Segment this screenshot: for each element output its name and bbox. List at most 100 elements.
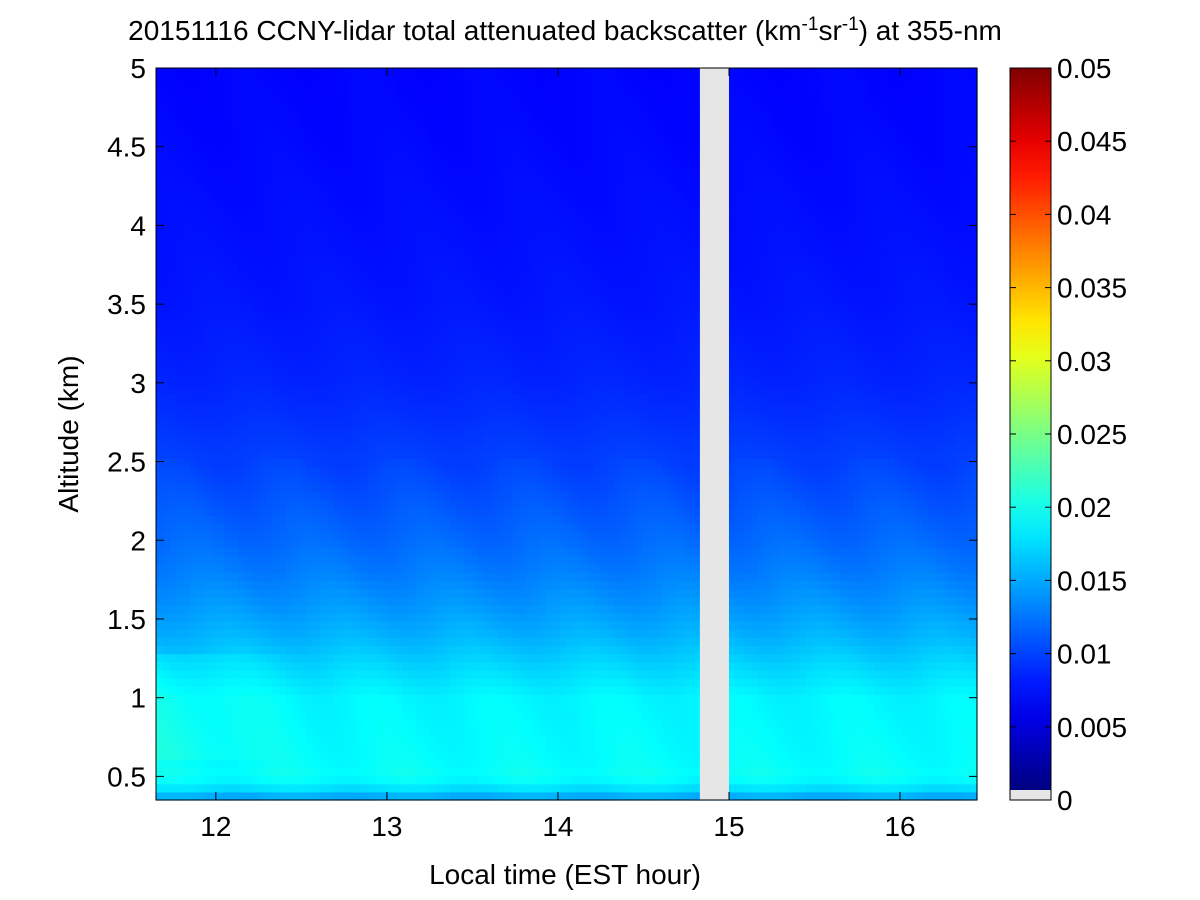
- heatmap-cell: [443, 417, 451, 427]
- heatmap-cell: [279, 401, 287, 411]
- heatmap-cell: [320, 360, 328, 370]
- heatmap-cell: [429, 100, 438, 110]
- heatmap-cell: [190, 547, 198, 557]
- heatmap-cell: [415, 124, 424, 134]
- heatmap-cell: [477, 515, 485, 525]
- heatmap-cell: [443, 352, 451, 362]
- heatmap-cell: [203, 116, 212, 126]
- heatmap-cell: [197, 417, 205, 427]
- heatmap-cell: [422, 84, 431, 93]
- heatmap-cell: [292, 190, 301, 199]
- heatmap-cell: [190, 775, 198, 785]
- heatmap-cell: [333, 165, 342, 175]
- heatmap-cell: [162, 344, 171, 354]
- heatmap-cell: [224, 108, 232, 118]
- heatmap-cell: [203, 336, 212, 346]
- heatmap-cell: [409, 791, 417, 801]
- heatmap-cell: [292, 124, 301, 134]
- heatmap-cell: [361, 694, 369, 703]
- heatmap-cell: [251, 133, 260, 142]
- heatmap-cell: [210, 295, 219, 305]
- heatmap-cell: [258, 564, 267, 573]
- heatmap-cell: [190, 482, 198, 492]
- heatmap-cell: [251, 564, 260, 573]
- heatmap-cell: [422, 108, 431, 118]
- heatmap-cell: [368, 450, 376, 459]
- heatmap-cell: [272, 661, 280, 671]
- heatmap-cell: [244, 206, 253, 215]
- heatmap-cell: [422, 507, 431, 516]
- heatmap-cell: [457, 661, 465, 671]
- heatmap-cell: [402, 133, 410, 142]
- heatmap-cell: [518, 279, 527, 289]
- heatmap-cell: [279, 702, 287, 712]
- heatmap-cell: [491, 751, 499, 760]
- heatmap-cell: [470, 710, 479, 720]
- heatmap-cell: [265, 222, 273, 232]
- heatmap-cell: [518, 751, 527, 760]
- heatmap-cell: [231, 84, 239, 93]
- heatmap-cell: [190, 612, 198, 622]
- heatmap-cell: [251, 238, 260, 248]
- heatmap-cell: [443, 564, 451, 573]
- heatmap-cell: [224, 499, 232, 508]
- heatmap-cell: [279, 84, 287, 93]
- heatmap-cell: [422, 68, 431, 77]
- heatmap-cell: [368, 556, 376, 565]
- heatmap-cell: [518, 669, 527, 679]
- heatmap-cell: [395, 409, 403, 419]
- heatmap-cell: [504, 222, 513, 232]
- heatmap-cell: [340, 580, 349, 590]
- heatmap-cell: [320, 572, 328, 581]
- heatmap-cell: [361, 653, 369, 663]
- heatmap-cell: [491, 515, 499, 525]
- heatmap-cell: [272, 222, 280, 232]
- heatmap-cell: [313, 409, 321, 419]
- heatmap-cell: [169, 206, 178, 215]
- heatmap-cell: [320, 312, 328, 321]
- heatmap-cell: [436, 246, 444, 256]
- heatmap-cell: [511, 588, 520, 598]
- heatmap-cell: [395, 499, 403, 508]
- heatmap-cell: [272, 92, 280, 102]
- heatmap-cell: [340, 759, 349, 769]
- heatmap-cell: [265, 377, 273, 386]
- heatmap-cell: [279, 678, 287, 687]
- heatmap-cell: [183, 409, 191, 419]
- heatmap-cell: [504, 401, 513, 411]
- heatmap-cell: [491, 580, 499, 590]
- heatmap-cell: [183, 149, 191, 159]
- heatmap-cell: [436, 661, 444, 671]
- heatmap-cell: [450, 759, 458, 769]
- heatmap-cell: [231, 222, 239, 232]
- heatmap-cell: [265, 417, 273, 427]
- heatmap-cell: [224, 466, 232, 476]
- heatmap-cell: [511, 466, 520, 476]
- heatmap-cell: [231, 312, 239, 321]
- heatmap-cell: [388, 637, 397, 647]
- heatmap-cell: [176, 181, 184, 191]
- heatmap-cell: [422, 263, 431, 272]
- heatmap-cell: [258, 645, 267, 655]
- heatmap-cell: [457, 588, 465, 598]
- heatmap-cell: [190, 124, 198, 134]
- heatmap-cell: [265, 669, 273, 679]
- heatmap-cell: [162, 320, 171, 329]
- heatmap-cell: [251, 450, 260, 459]
- heatmap-cell: [176, 694, 184, 703]
- heatmap-cell: [498, 621, 506, 630]
- heatmap-cell: [354, 637, 362, 647]
- heatmap-cell: [354, 523, 362, 533]
- heatmap-cell: [402, 385, 410, 394]
- heatmap-cell: [477, 775, 485, 785]
- heatmap-cell: [203, 531, 212, 541]
- heatmap-cell: [156, 791, 164, 801]
- heatmap-cell: [183, 222, 191, 232]
- heatmap-cell: [477, 206, 485, 215]
- heatmap-cell: [210, 271, 219, 281]
- heatmap-cell: [169, 612, 178, 622]
- heatmap-cell: [313, 458, 321, 468]
- heatmap-cell: [183, 141, 191, 150]
- heatmap-cell: [156, 645, 164, 655]
- heatmap-cell: [518, 165, 527, 175]
